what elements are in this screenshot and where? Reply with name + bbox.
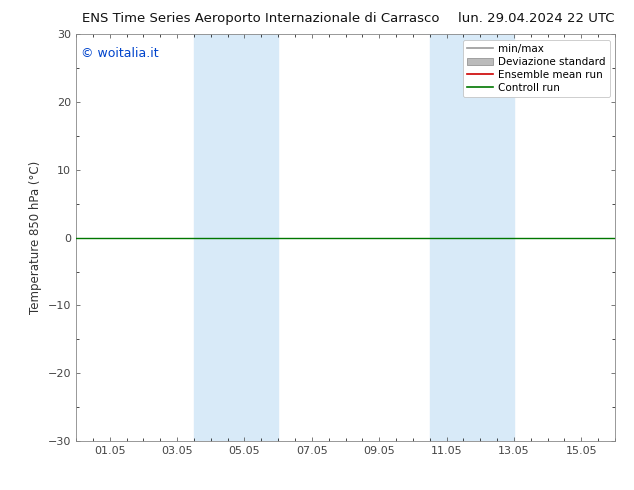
Title: ENS Time Series Aeroporto Internazionale di Carrasco      lun. 29.04.2024 22 UTC: ENS Time Series Aeroporto Internazionale… bbox=[0, 489, 1, 490]
Bar bbox=[463, 34, 514, 441]
Bar bbox=[228, 34, 278, 441]
Text: lun. 29.04.2024 22 UTC: lun. 29.04.2024 22 UTC bbox=[458, 12, 615, 25]
Text: © woitalia.it: © woitalia.it bbox=[81, 47, 159, 59]
Y-axis label: Temperature 850 hPa (°C): Temperature 850 hPa (°C) bbox=[29, 161, 42, 314]
Text: ENS Time Series Aeroporto Internazionale di Carrasco: ENS Time Series Aeroporto Internazionale… bbox=[82, 12, 440, 25]
Bar bbox=[194, 34, 228, 441]
Legend: min/max, Deviazione standard, Ensemble mean run, Controll run: min/max, Deviazione standard, Ensemble m… bbox=[463, 40, 610, 97]
Bar bbox=[430, 34, 463, 441]
